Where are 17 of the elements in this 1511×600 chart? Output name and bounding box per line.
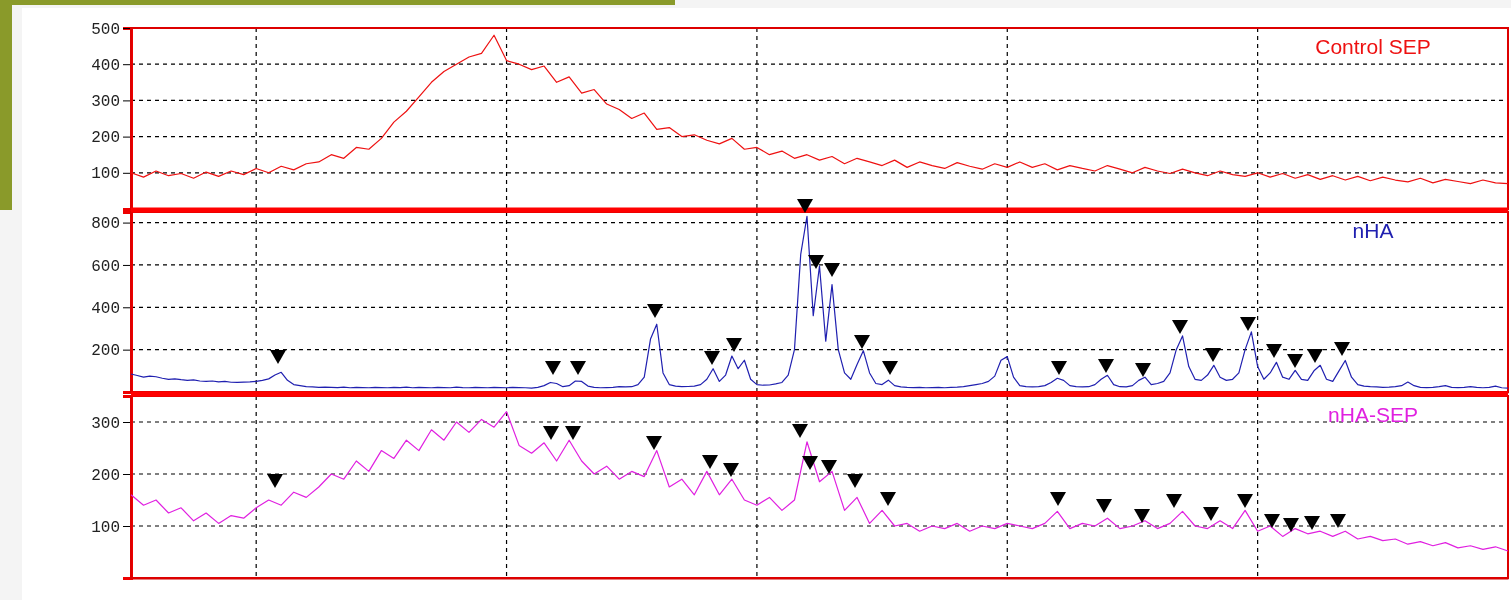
y-tick-label: 400 <box>91 299 120 318</box>
y-tick-label: 300 <box>91 93 120 112</box>
y-tick-label: 600 <box>91 257 120 276</box>
y-tick-label: 400 <box>91 56 120 75</box>
y-tick-label: 300 <box>91 414 120 433</box>
y-tick-label: 800 <box>91 215 120 234</box>
text: Control SEP <box>1315 35 1431 58</box>
text: nHA <box>1352 219 1394 242</box>
y-tick-label: 100 <box>91 518 120 537</box>
y-tick-label: 500 <box>91 20 120 39</box>
text: nHA-SEP <box>1328 403 1418 426</box>
y-tick-label: 200 <box>91 129 120 148</box>
y-tick-label: 200 <box>91 342 120 361</box>
line-series <box>130 34 1509 185</box>
y-tick-label: 200 <box>91 466 120 485</box>
line-series <box>130 215 1509 389</box>
y-tick-label: 100 <box>91 165 120 184</box>
